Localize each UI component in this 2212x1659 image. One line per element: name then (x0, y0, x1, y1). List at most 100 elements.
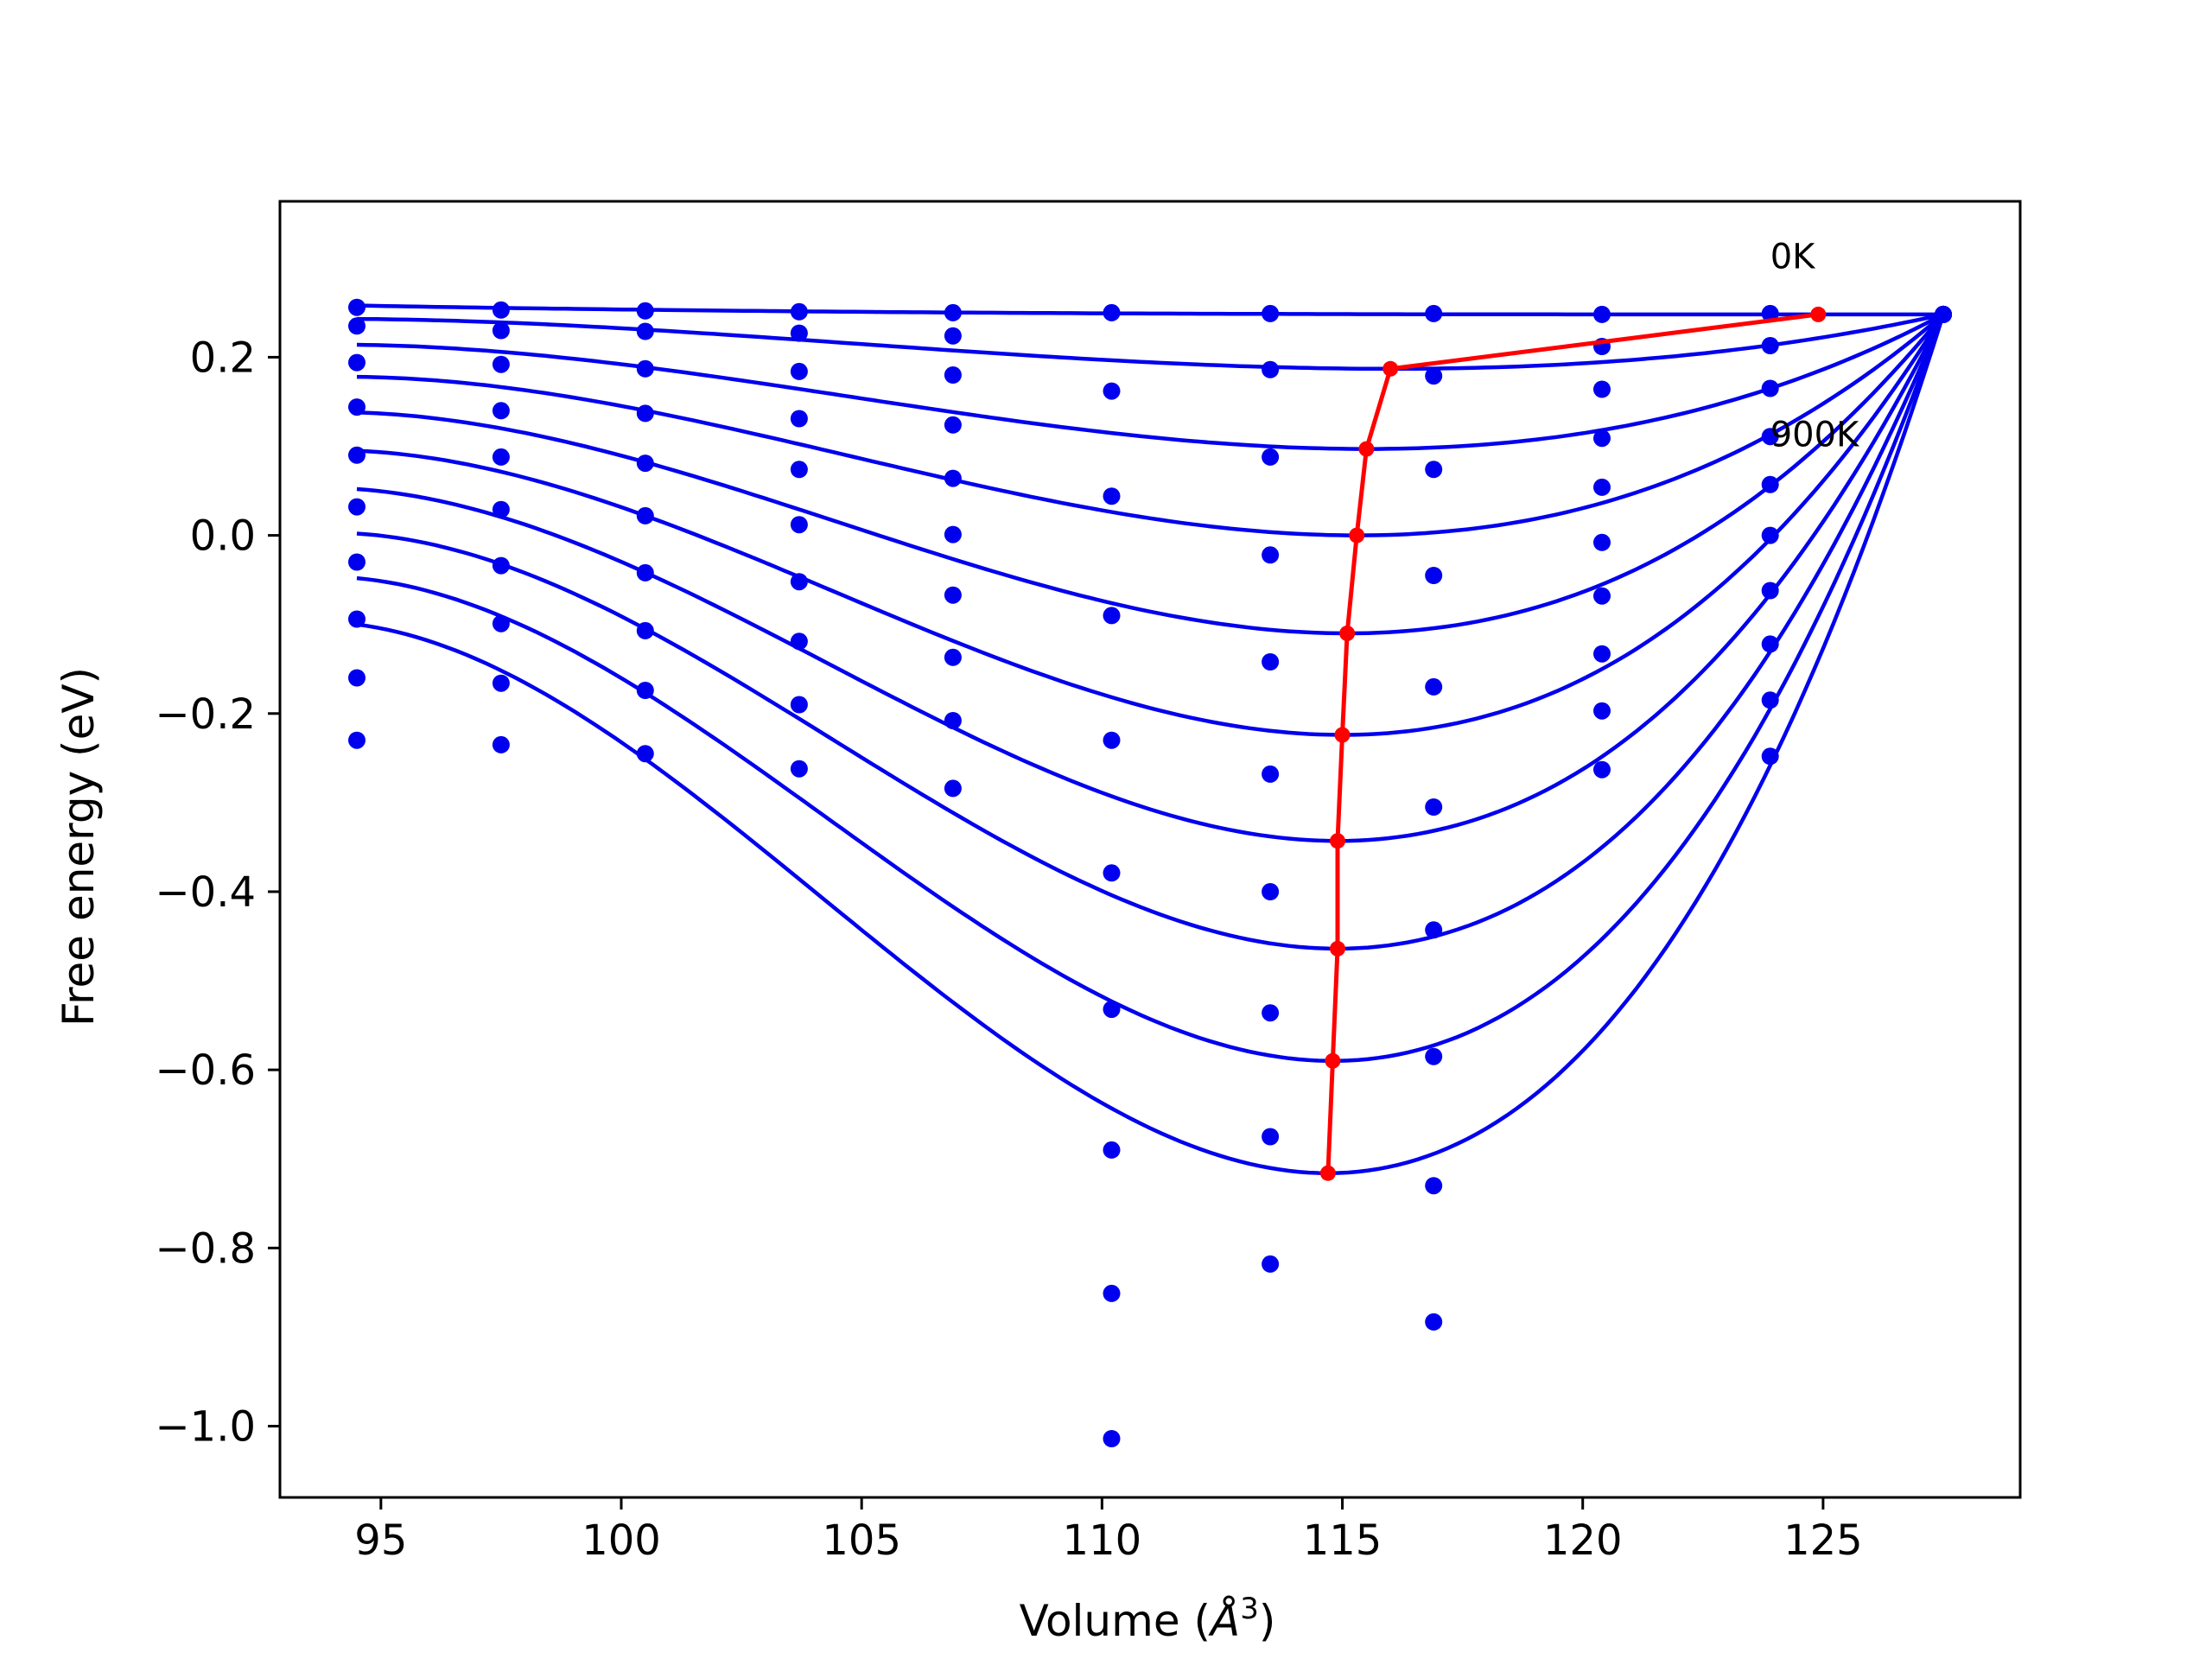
data-point (1425, 1313, 1443, 1331)
data-point (1425, 921, 1443, 939)
fit-curve (356, 314, 1946, 951)
data-point (1103, 487, 1121, 505)
data-point (790, 516, 808, 534)
data-point (944, 648, 962, 666)
data-point (492, 500, 510, 518)
y-axis-label: Free energy (eV) (54, 667, 104, 1027)
data-point (636, 404, 654, 423)
data-point (1262, 1004, 1280, 1022)
fit-curve (356, 314, 1946, 1064)
data-point (492, 556, 510, 575)
fit-curve (356, 313, 1946, 843)
data-point (636, 302, 654, 320)
data-point (1262, 304, 1280, 322)
data-point (1425, 461, 1443, 479)
data-point (790, 324, 808, 342)
data-point (1761, 526, 1779, 544)
data-point (1593, 305, 1611, 323)
data-point (944, 525, 962, 543)
equilibrium-line (1319, 306, 1827, 1181)
data-point (1761, 747, 1779, 766)
plot-frame (278, 200, 2022, 1499)
data-point (1593, 429, 1611, 448)
data-point (1262, 360, 1280, 378)
data-point (636, 745, 654, 763)
data-point (1425, 1177, 1443, 1195)
data-point (636, 621, 654, 639)
data-point (944, 366, 962, 384)
data-point (348, 353, 365, 372)
equilibrium-point (1810, 306, 1827, 322)
y-tick-label: −0.4 (155, 868, 256, 917)
data-points (348, 298, 1952, 1447)
data-point (1761, 428, 1779, 446)
data-point (636, 322, 654, 340)
y-tick-label: −0.6 (155, 1046, 256, 1095)
data-point (1262, 546, 1280, 564)
data-point (1761, 337, 1779, 354)
x-tick-label: 110 (1063, 1516, 1142, 1565)
data-point (1593, 478, 1611, 496)
data-point (790, 760, 808, 778)
fit-curve (356, 313, 1945, 537)
equilibrium-point (1319, 1165, 1336, 1181)
x-tick-label: 100 (582, 1516, 661, 1565)
data-point (348, 553, 365, 571)
annotations: 0K 900K (1770, 237, 1860, 454)
data-point (1593, 702, 1611, 720)
data-point (790, 302, 808, 321)
data-point (1103, 864, 1121, 882)
fit-curve (356, 313, 1945, 636)
data-point (1103, 1141, 1121, 1159)
data-point (1593, 645, 1611, 663)
data-point (1425, 1047, 1443, 1065)
data-point (1425, 367, 1443, 385)
fit-curve (356, 312, 1944, 372)
equilibrium-path (1325, 312, 1819, 1173)
data-point (1593, 587, 1611, 605)
equilibrium-point (1325, 1052, 1341, 1069)
data-point (1425, 567, 1443, 584)
data-point (636, 454, 654, 473)
temperature-annotation: 0K (1770, 237, 1816, 276)
fit-curve (356, 303, 1943, 317)
data-point (944, 469, 962, 487)
equilibrium-point (1334, 727, 1351, 743)
data-point (1103, 1001, 1121, 1019)
data-point (1593, 533, 1611, 551)
data-point (348, 317, 365, 335)
data-point (1262, 448, 1280, 466)
data-point (790, 410, 808, 428)
y-tick-label: 0.0 (190, 512, 256, 561)
data-point (944, 779, 962, 798)
data-point (348, 298, 365, 316)
data-point (636, 506, 654, 524)
data-point (944, 327, 962, 345)
data-point (1103, 731, 1121, 749)
x-tick-label: 120 (1543, 1516, 1623, 1565)
x-axis-label: Volume (Å3) (1020, 1592, 1276, 1646)
x-tick-label: 95 (354, 1516, 407, 1565)
x-tick-label: 105 (822, 1516, 901, 1565)
data-point (636, 682, 654, 699)
data-point (492, 674, 510, 692)
data-point (1262, 653, 1280, 671)
data-point (492, 614, 510, 632)
equilibrium-point (1330, 940, 1345, 957)
fit-curve (356, 313, 1945, 737)
data-point (492, 355, 510, 373)
equilibrium-point (1339, 626, 1356, 641)
data-point (1103, 303, 1121, 321)
data-point (348, 446, 365, 464)
data-point (1103, 1284, 1121, 1302)
data-point (944, 586, 962, 604)
data-point (790, 696, 808, 714)
data-point (636, 563, 654, 582)
data-point (348, 610, 365, 628)
data-point (1425, 798, 1443, 816)
x-tick-label: 115 (1303, 1516, 1382, 1565)
data-point (1103, 1430, 1121, 1447)
data-point (492, 301, 510, 319)
equilibrium-point (1358, 441, 1375, 457)
